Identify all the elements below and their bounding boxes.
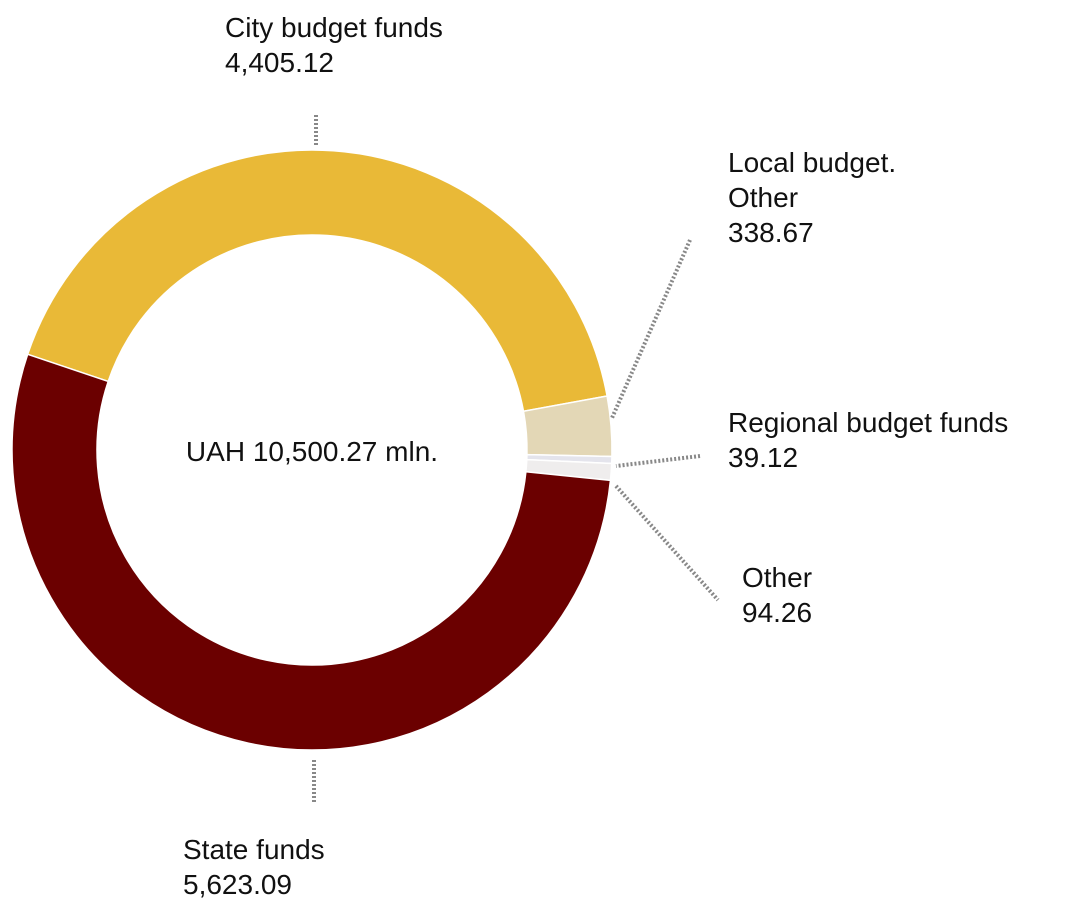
category-label: Other (742, 562, 813, 593)
category-label: Local budget. Other (728, 147, 897, 213)
donut-segment (26, 149, 608, 413)
category-label: State funds (183, 834, 325, 865)
leader-line (610, 239, 692, 419)
value-label: 5,623.09 (183, 869, 292, 900)
leader-line (615, 454, 701, 468)
value-label: 338.67 (728, 217, 814, 248)
value-label: 4,405.12 (225, 47, 334, 78)
category-label: City budget funds (225, 12, 443, 43)
leader-line (614, 484, 720, 602)
category-label: Regional budget funds (728, 407, 1009, 438)
donut-segment (11, 353, 612, 751)
center-label: UAH 10,500.27 mln. (185, 436, 439, 467)
value-label: 39.12 (728, 442, 799, 473)
value-label: 94.26 (742, 597, 813, 628)
